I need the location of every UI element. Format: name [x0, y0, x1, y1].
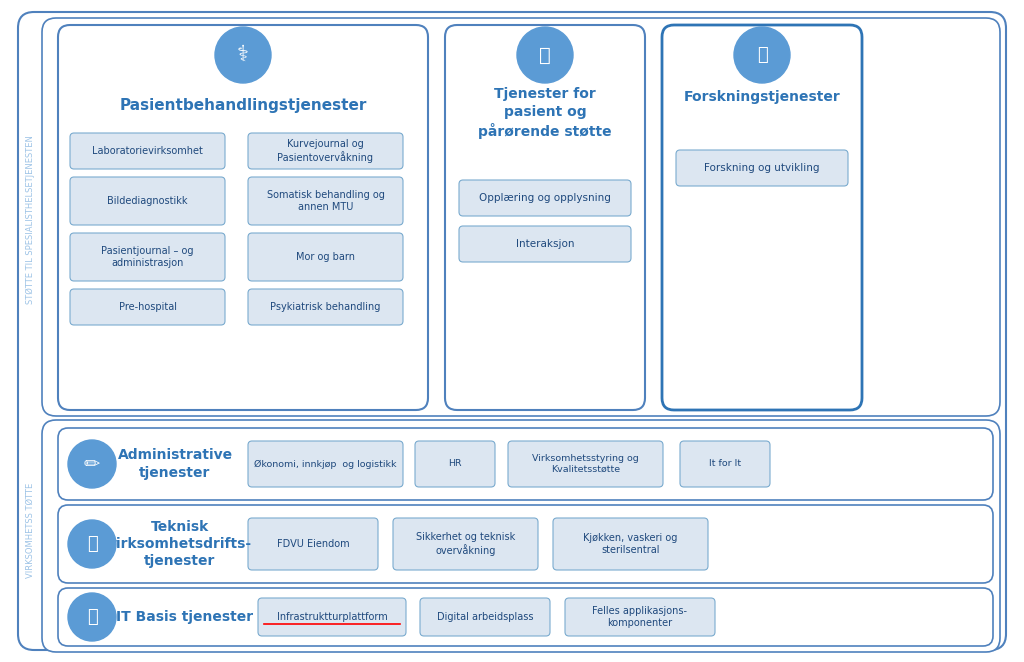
FancyBboxPatch shape — [420, 598, 550, 636]
FancyBboxPatch shape — [70, 233, 225, 281]
Text: IT Basis tjenester: IT Basis tjenester — [117, 610, 254, 624]
FancyBboxPatch shape — [662, 25, 862, 410]
Text: VIRKSOMHETSS TØTTE: VIRKSOMHETSS TØTTE — [26, 483, 35, 578]
Text: Teknisk
virksomhetsdrifts-
tjenester: Teknisk virksomhetsdrifts- tjenester — [108, 520, 252, 568]
Circle shape — [68, 593, 116, 641]
Text: Økonomi, innkjøp  og logistikk: Økonomi, innkjøp og logistikk — [254, 459, 396, 469]
Circle shape — [68, 440, 116, 488]
FancyBboxPatch shape — [258, 598, 406, 636]
Text: Administrative
tjenester: Administrative tjenester — [118, 448, 232, 480]
FancyBboxPatch shape — [58, 25, 428, 410]
Text: Mor og barn: Mor og barn — [296, 252, 355, 262]
Text: Virksomhetsstyring og
Kvalitetsstøtte: Virksomhetsstyring og Kvalitetsstøtte — [532, 454, 639, 474]
FancyBboxPatch shape — [248, 177, 403, 225]
Text: 🔧: 🔧 — [87, 535, 97, 553]
Text: STØTTE TIL SPESIALISTHELSETJENESTEN: STØTTE TIL SPESIALISTHELSETJENESTEN — [26, 136, 35, 305]
Text: Kurvejournal og
Pasientovervåkning: Kurvejournal og Pasientovervåkning — [278, 139, 374, 163]
Text: Felles applikasjons-
komponenter: Felles applikasjons- komponenter — [593, 606, 687, 628]
Text: 🔧: 🔧 — [87, 608, 97, 626]
FancyBboxPatch shape — [508, 441, 663, 487]
FancyBboxPatch shape — [58, 505, 993, 583]
Text: ➖: ➖ — [539, 46, 551, 64]
FancyBboxPatch shape — [248, 233, 403, 281]
Text: Laboratorievirksomhet: Laboratorievirksomhet — [92, 146, 203, 156]
Circle shape — [215, 27, 271, 83]
Circle shape — [68, 520, 116, 568]
Text: Forskning og utvikling: Forskning og utvikling — [705, 163, 820, 173]
FancyBboxPatch shape — [248, 289, 403, 325]
FancyBboxPatch shape — [58, 588, 993, 646]
Text: HR: HR — [449, 459, 462, 469]
Text: Somatisk behandling og
annen MTU: Somatisk behandling og annen MTU — [266, 190, 384, 212]
Circle shape — [517, 27, 573, 83]
FancyBboxPatch shape — [415, 441, 495, 487]
FancyBboxPatch shape — [70, 177, 225, 225]
Text: Pasientbehandlingstjenester: Pasientbehandlingstjenester — [120, 97, 367, 113]
FancyBboxPatch shape — [445, 25, 645, 410]
FancyBboxPatch shape — [42, 420, 1000, 652]
FancyBboxPatch shape — [248, 518, 378, 570]
Text: Sikkerhet og teknisk
overvåkning: Sikkerhet og teknisk overvåkning — [416, 532, 515, 556]
Text: Psykiatrisk behandling: Psykiatrisk behandling — [270, 302, 381, 312]
FancyBboxPatch shape — [459, 226, 631, 262]
Text: ⚕: ⚕ — [237, 45, 249, 65]
Text: ✏: ✏ — [84, 455, 100, 473]
Text: Bildediagnostikk: Bildediagnostikk — [108, 196, 187, 206]
Text: Tjenester for
pasient og
pårørende støtte: Tjenester for pasient og pårørende støtt… — [478, 87, 611, 138]
FancyBboxPatch shape — [676, 150, 848, 186]
Circle shape — [734, 27, 790, 83]
FancyBboxPatch shape — [565, 598, 715, 636]
Text: Opplæring og opplysning: Opplæring og opplysning — [479, 193, 611, 203]
FancyBboxPatch shape — [70, 133, 225, 169]
Text: Kjøkken, vaskeri og
sterilsentral: Kjøkken, vaskeri og sterilsentral — [584, 533, 678, 555]
FancyBboxPatch shape — [553, 518, 708, 570]
FancyBboxPatch shape — [393, 518, 538, 570]
FancyBboxPatch shape — [680, 441, 770, 487]
FancyBboxPatch shape — [70, 289, 225, 325]
Text: 🔬: 🔬 — [757, 46, 767, 64]
Text: Interaksjon: Interaksjon — [516, 239, 574, 249]
FancyBboxPatch shape — [248, 441, 403, 487]
FancyBboxPatch shape — [18, 12, 1006, 650]
FancyBboxPatch shape — [248, 133, 403, 169]
FancyBboxPatch shape — [459, 180, 631, 216]
Text: Digital arbeidsplass: Digital arbeidsplass — [437, 612, 534, 622]
FancyBboxPatch shape — [42, 18, 1000, 416]
Text: Forskningstjenester: Forskningstjenester — [684, 90, 841, 104]
Text: Pasientjournal – og
administrasjon: Pasientjournal – og administrasjon — [101, 246, 194, 268]
Text: It for It: It for It — [709, 459, 741, 469]
Text: FDVU Eiendom: FDVU Eiendom — [276, 539, 349, 549]
FancyBboxPatch shape — [58, 428, 993, 500]
Text: Infrastruktturplattform: Infrastruktturplattform — [276, 612, 387, 622]
Text: Pre-hospital: Pre-hospital — [119, 302, 176, 312]
